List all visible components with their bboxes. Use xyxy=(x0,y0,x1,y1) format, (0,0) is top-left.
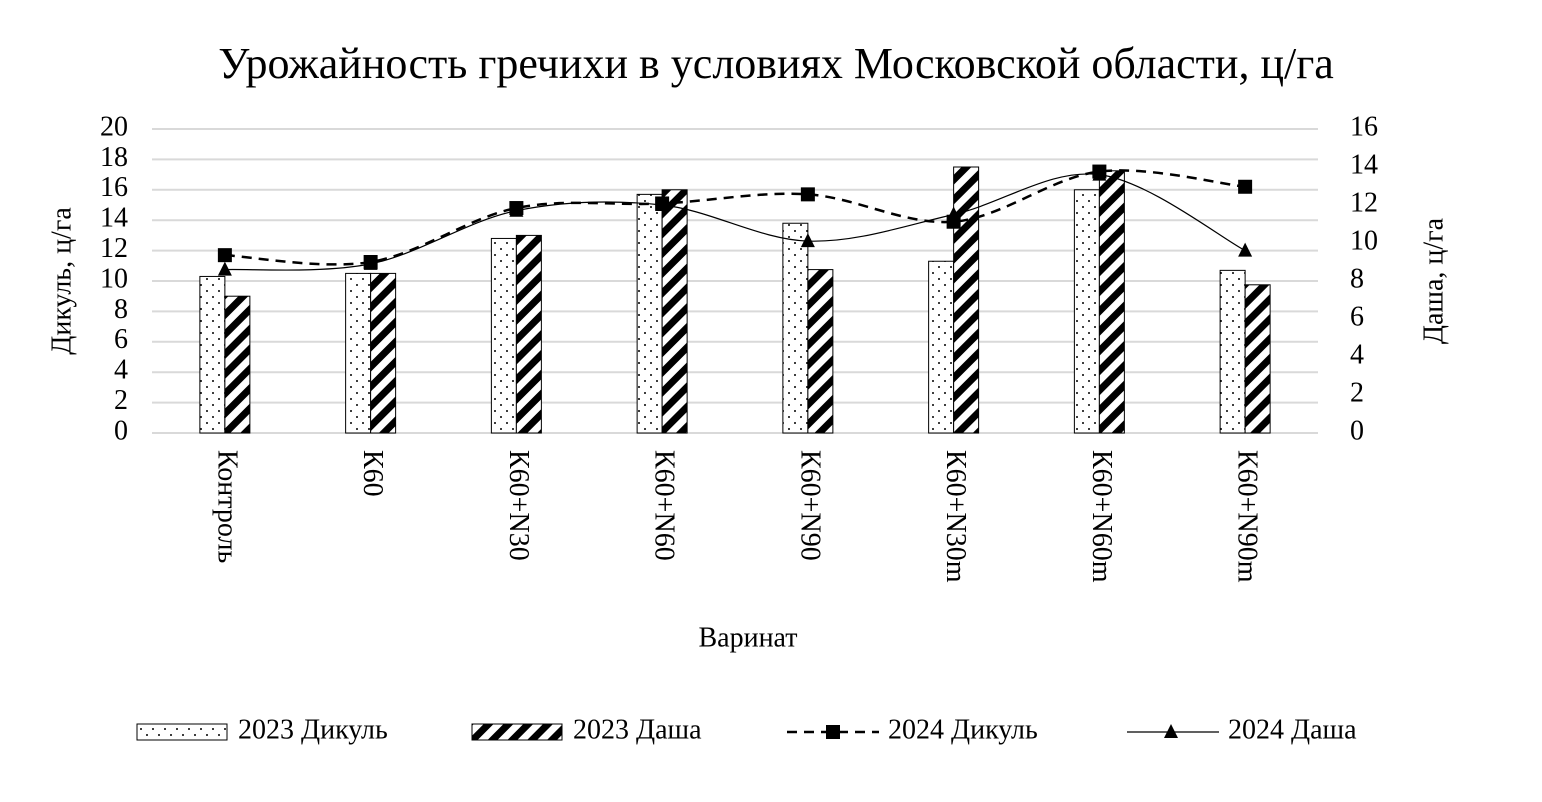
bar xyxy=(1219,269,1246,434)
legend-label: 2024 Даша xyxy=(1228,714,1357,745)
y-tick-label: 6 xyxy=(114,324,128,355)
marker xyxy=(363,255,378,270)
legend-marker xyxy=(826,725,840,739)
line xyxy=(224,173,1246,271)
bar xyxy=(807,269,834,434)
bar xyxy=(490,237,517,434)
y-tick-label: 12 xyxy=(100,233,128,264)
x-tick-label: К60+N30 xyxy=(503,450,534,561)
bar xyxy=(1244,284,1271,434)
y-tick-label: 10 xyxy=(100,263,128,294)
legend-swatch xyxy=(471,723,563,741)
bar xyxy=(1098,170,1125,434)
y-tick-label: 18 xyxy=(100,142,128,173)
marker xyxy=(509,202,524,217)
x-axis-title: Варинат xyxy=(698,622,797,653)
bar xyxy=(370,272,397,434)
bar xyxy=(782,222,809,434)
y2-tick-label: 14 xyxy=(1350,149,1378,180)
x-tick-label: К60+N90 xyxy=(794,450,825,561)
x-tick-label: Контроль xyxy=(211,450,242,563)
legend-marker xyxy=(1164,724,1178,738)
bar xyxy=(199,275,226,434)
y2-tick-label: 2 xyxy=(1350,377,1364,408)
y-tick-label: 2 xyxy=(114,385,128,416)
bar xyxy=(636,193,663,434)
marker xyxy=(1238,242,1253,257)
marker xyxy=(217,248,232,263)
legend-label: 2023 Даша xyxy=(573,714,702,745)
legend-swatch xyxy=(136,723,228,741)
bar xyxy=(661,189,688,434)
marker xyxy=(800,187,815,202)
marker xyxy=(217,261,232,276)
x-tick-label: К60+N30m xyxy=(940,450,971,583)
legend-label: 2024 Дикуль xyxy=(888,714,1038,745)
x-tick-label: К60 xyxy=(357,450,388,497)
y2-tick-label: 4 xyxy=(1350,339,1364,370)
y2-tick-label: 8 xyxy=(1350,263,1364,294)
y-tick-label: 0 xyxy=(114,415,128,446)
bar xyxy=(1073,189,1100,434)
bar xyxy=(224,295,251,434)
y2-tick-label: 6 xyxy=(1350,301,1364,332)
legend-label: 2023 Дикуль xyxy=(238,714,388,745)
marker xyxy=(655,197,670,211)
y-tick-label: 16 xyxy=(100,172,128,203)
marker xyxy=(946,206,961,221)
y-tick-label: 14 xyxy=(100,203,128,234)
x-tick-label: К60+N90m xyxy=(1232,450,1263,583)
x-tick-label: К60+N60m xyxy=(1086,450,1117,583)
marker xyxy=(1092,166,1107,181)
y2-tick-label: 16 xyxy=(1350,111,1378,142)
y-tick-label: 8 xyxy=(114,294,128,325)
chart-title: Урожайность гречихи в условиях Московско… xyxy=(218,39,1334,88)
y-tick-label: 20 xyxy=(100,111,128,142)
y-axis-title: Дикуль, ц/га xyxy=(46,207,77,355)
y2-axis-title: Даша, ц/га xyxy=(1418,217,1449,344)
marker xyxy=(1238,179,1253,194)
y2-tick-label: 0 xyxy=(1350,415,1364,446)
y-tick-label: 4 xyxy=(114,355,128,386)
marker xyxy=(800,233,815,248)
bar xyxy=(515,234,542,434)
bar xyxy=(953,166,980,434)
y2-tick-label: 10 xyxy=(1350,225,1378,256)
bar xyxy=(928,260,955,434)
y2-tick-label: 12 xyxy=(1350,187,1378,218)
x-tick-label: К60+N60 xyxy=(649,450,680,561)
bar xyxy=(345,272,372,434)
